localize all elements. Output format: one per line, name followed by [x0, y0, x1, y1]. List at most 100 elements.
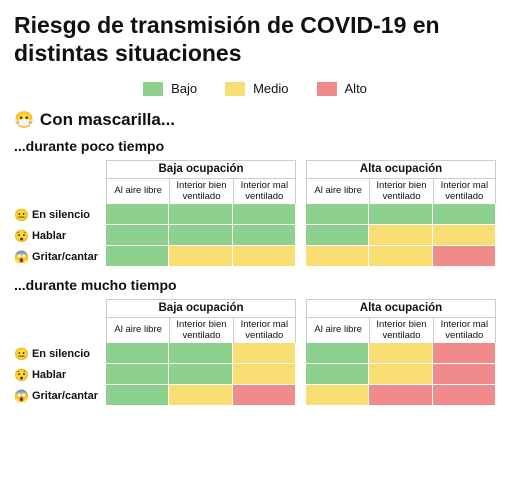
risk-cell: [433, 385, 496, 406]
column-header: Interior bien ventilado: [169, 317, 232, 344]
column-header: Interior bien ventilado: [169, 178, 232, 205]
column-header: Interior mal ventilado: [433, 317, 496, 344]
risk-cell: [233, 204, 296, 225]
risk-cell: [169, 364, 232, 385]
risk-cell: [169, 246, 232, 267]
swatch-high: [317, 82, 337, 96]
risk-cell: [106, 343, 169, 364]
mask-emoji-icon: 😷: [14, 110, 34, 130]
risk-cell: [106, 246, 169, 267]
occupancy-title: Alta ocupación: [306, 299, 496, 317]
risk-cell: [433, 225, 496, 246]
risk-row: [106, 364, 296, 385]
column-headers: Al aire libreInterior bien ventiladoInte…: [106, 317, 296, 343]
risk-cell: [369, 246, 432, 267]
row-label-text: Gritar/cantar: [32, 251, 98, 263]
row-label: 😐En silencio: [14, 204, 96, 225]
occupancy-group: Alta ocupaciónAl aire libreInterior bien…: [306, 160, 496, 267]
legend: Bajo Medio Alto: [14, 81, 496, 96]
occupancy-title: Baja ocupación: [106, 160, 296, 178]
legend-label-medium: Medio: [253, 81, 288, 96]
risk-cell: [106, 385, 169, 406]
risk-cell: [169, 343, 232, 364]
row-label-text: Hablar: [32, 369, 66, 381]
risk-cell: [369, 343, 432, 364]
column-header: Al aire libre: [306, 178, 369, 205]
section-title-text: Con mascarilla...: [40, 110, 175, 130]
risk-cell: [233, 225, 296, 246]
row-label-text: Hablar: [32, 230, 66, 242]
risk-cell: [369, 204, 432, 225]
row-emoji-icon: 😱: [14, 389, 29, 403]
row-label-text: En silencio: [32, 209, 90, 221]
row-label: 😯Hablar: [14, 364, 96, 385]
risk-block: ...durante mucho tiempo😐En silencio😯Habl…: [14, 277, 496, 406]
row-labels: 😐En silencio😯Hablar😱Gritar/cantar: [14, 160, 96, 267]
risk-row: [106, 246, 296, 267]
risk-row: [306, 364, 496, 385]
legend-item-high: Alto: [317, 81, 367, 96]
row-label: 😱Gritar/cantar: [14, 246, 96, 267]
risk-cell: [233, 364, 296, 385]
occupancy-group: Baja ocupaciónAl aire libreInterior bien…: [106, 160, 296, 267]
block-subtitle: ...durante poco tiempo: [14, 138, 496, 154]
row-emoji-icon: 😯: [14, 229, 29, 243]
row-emoji-icon: 😐: [14, 208, 29, 222]
legend-item-medium: Medio: [225, 81, 288, 96]
risk-row: [106, 385, 296, 406]
risk-row: [306, 385, 496, 406]
risk-cell: [433, 343, 496, 364]
occupancy-title: Baja ocupación: [106, 299, 296, 317]
risk-cell: [306, 364, 369, 385]
legend-label-low: Bajo: [171, 81, 197, 96]
swatch-low: [143, 82, 163, 96]
risk-row: [106, 343, 296, 364]
risk-cell: [306, 343, 369, 364]
column-headers: Al aire libreInterior bien ventiladoInte…: [106, 178, 296, 204]
column-header: Al aire libre: [306, 317, 369, 344]
column-header: Al aire libre: [106, 178, 169, 205]
risk-cell: [169, 385, 232, 406]
risk-cell: [169, 204, 232, 225]
column-header: Interior bien ventilado: [369, 317, 432, 344]
risk-cell: [433, 204, 496, 225]
risk-cell: [369, 385, 432, 406]
risk-cell: [369, 364, 432, 385]
risk-cell: [106, 204, 169, 225]
grid-wrap: 😐En silencio😯Hablar😱Gritar/cantarBaja oc…: [14, 160, 496, 267]
column-header: Interior mal ventilado: [433, 178, 496, 205]
legend-item-low: Bajo: [143, 81, 197, 96]
row-label: 😯Hablar: [14, 225, 96, 246]
row-emoji-icon: 😱: [14, 250, 29, 264]
risk-row: [306, 246, 496, 267]
risk-cell: [233, 246, 296, 267]
risk-cell: [306, 385, 369, 406]
risk-row: [306, 204, 496, 225]
row-label-text: En silencio: [32, 348, 90, 360]
risk-cell: [233, 343, 296, 364]
occupancy-group: Alta ocupaciónAl aire libreInterior bien…: [306, 299, 496, 406]
grid-wrap: 😐En silencio😯Hablar😱Gritar/cantarBaja oc…: [14, 299, 496, 406]
risk-row: [106, 204, 296, 225]
column-header: Interior mal ventilado: [233, 178, 296, 205]
column-header: Al aire libre: [106, 317, 169, 344]
occupancy-title: Alta ocupación: [306, 160, 496, 178]
column-headers: Al aire libreInterior bien ventiladoInte…: [306, 178, 496, 204]
column-header: Interior mal ventilado: [233, 317, 296, 344]
risk-cell: [106, 225, 169, 246]
risk-cell: [106, 364, 169, 385]
risk-cell: [169, 225, 232, 246]
row-label: 😱Gritar/cantar: [14, 385, 96, 406]
section-title: 😷 Con mascarilla...: [14, 110, 496, 130]
row-label-text: Gritar/cantar: [32, 390, 98, 402]
risk-cell: [306, 204, 369, 225]
risk-cell: [306, 225, 369, 246]
legend-label-high: Alto: [345, 81, 367, 96]
occupancy-group: Baja ocupaciónAl aire libreInterior bien…: [106, 299, 296, 406]
risk-row: [106, 225, 296, 246]
risk-cell: [233, 385, 296, 406]
risk-row: [306, 225, 496, 246]
risk-row: [306, 343, 496, 364]
risk-block: ...durante poco tiempo😐En silencio😯Habla…: [14, 138, 496, 267]
swatch-medium: [225, 82, 245, 96]
